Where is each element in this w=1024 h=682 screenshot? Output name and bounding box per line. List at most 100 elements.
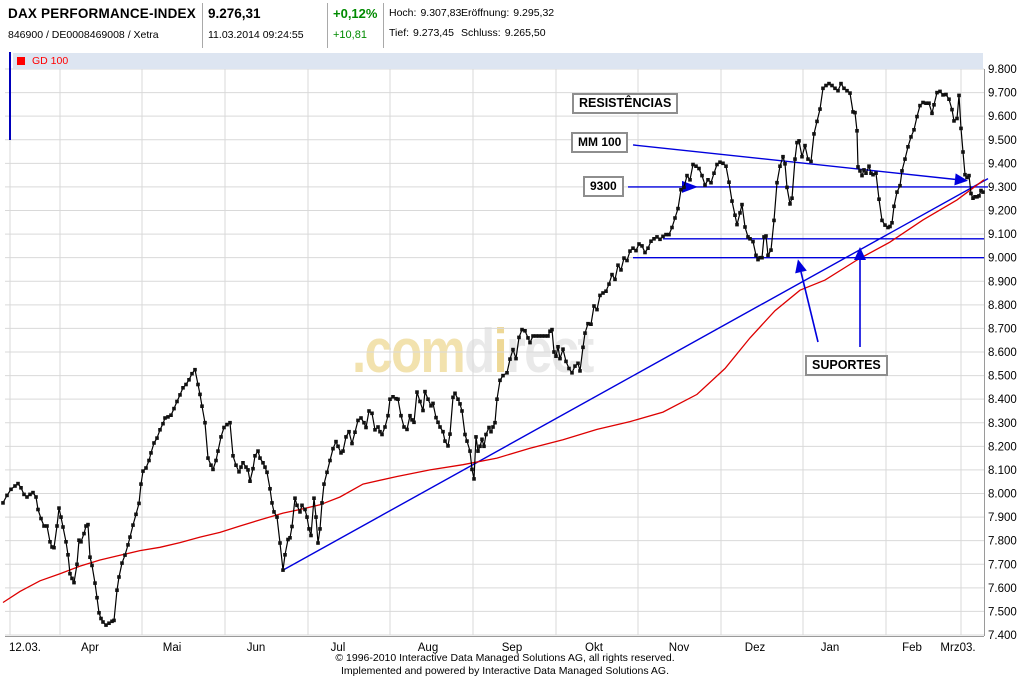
price-marker	[864, 171, 868, 175]
price-marker	[622, 256, 626, 260]
price-marker	[451, 395, 455, 400]
price-marker	[730, 199, 734, 203]
price-marker	[258, 456, 262, 460]
price-marker	[388, 397, 392, 401]
price-marker	[540, 334, 544, 338]
x-axis-label: Apr	[81, 642, 99, 654]
price-marker	[783, 162, 787, 166]
price-marker	[775, 180, 779, 185]
stat-eroeffnung: Eröffnung: 9.295,32	[461, 7, 554, 19]
price-marker	[453, 391, 457, 396]
price-marker	[930, 111, 934, 116]
y-axis-label: 8.800	[988, 300, 1017, 312]
price-marker	[610, 272, 614, 277]
price-marker	[607, 282, 611, 286]
price-marker	[598, 293, 602, 298]
price-marker	[418, 399, 422, 404]
y-axis-label: 7.600	[988, 583, 1017, 595]
mm100-label-box: MM 100	[571, 132, 629, 153]
price-marker	[806, 157, 810, 161]
price-marker	[836, 88, 840, 93]
price-marker	[556, 345, 560, 349]
price-marker	[604, 289, 608, 293]
legend-bar: GD 100	[13, 53, 983, 69]
price-marker	[5, 493, 9, 498]
price-marker	[495, 397, 499, 401]
y-axis-label: 7.900	[988, 512, 1017, 524]
y-axis-label: 7.400	[988, 630, 1017, 642]
price-marker	[272, 510, 276, 514]
price-marker	[760, 255, 764, 260]
price-marker	[853, 110, 857, 115]
price-marker	[685, 173, 689, 178]
suportes-arrow-trendline	[800, 271, 819, 343]
price-marker	[628, 249, 632, 253]
price-marker	[586, 321, 590, 326]
price-marker	[288, 536, 292, 540]
price-marker	[295, 503, 299, 508]
price-marker	[971, 196, 975, 200]
price-marker	[144, 466, 148, 470]
price-marker	[890, 221, 894, 225]
y-axis-label: 8.400	[988, 394, 1017, 406]
header-divider	[327, 3, 328, 48]
price-marker	[498, 378, 502, 383]
y-axis-label: 8.600	[988, 347, 1017, 359]
price-marker	[68, 571, 72, 576]
price-marker	[895, 190, 899, 194]
gridlines	[5, 68, 985, 637]
price-marker	[643, 250, 647, 255]
price-marker	[619, 268, 623, 272]
footer-powered-by: Implemented and powered by Interactive D…	[340, 664, 670, 677]
price-marker	[543, 334, 547, 338]
price-marker	[751, 239, 755, 244]
price-marker	[123, 553, 127, 557]
price-marker	[550, 327, 554, 332]
quote-timestamp: 11.03.2014 09:24:55	[208, 29, 304, 41]
price-marker	[649, 239, 653, 243]
price-marker	[616, 263, 620, 267]
price-marker	[373, 428, 377, 432]
x-axis-label: Jul	[331, 642, 346, 654]
stat-eroeffnung-label: Eröffnung:	[461, 7, 510, 19]
price-marker	[709, 180, 713, 185]
price-marker	[595, 307, 599, 312]
price-marker	[640, 244, 644, 248]
mm100-resistance-arrowhead	[954, 173, 968, 186]
price-marker	[977, 194, 981, 198]
price-marker	[963, 172, 967, 177]
price-marker	[892, 204, 896, 209]
price-marker	[31, 490, 35, 495]
price-marker	[283, 553, 287, 557]
price-marker	[718, 160, 722, 164]
x-axis-label: Nov	[669, 642, 690, 654]
price-marker	[703, 183, 707, 187]
price-marker	[589, 322, 593, 326]
price-marker	[28, 492, 32, 497]
price-marker	[769, 248, 773, 252]
price-marker	[824, 83, 828, 88]
price-marker	[932, 103, 936, 107]
price-marker	[965, 175, 969, 180]
y-axis-label: 9.000	[988, 253, 1017, 265]
price-marker	[187, 378, 191, 382]
price-marker	[443, 439, 447, 443]
price-marker	[809, 159, 813, 164]
price-marker	[848, 91, 852, 95]
price-marker	[50, 545, 54, 549]
price-marker	[356, 418, 360, 423]
y-axis-label: 9.500	[988, 135, 1017, 147]
stat-tief-value: 9.273,45	[413, 27, 454, 39]
price-marker	[405, 427, 409, 432]
price-marker	[862, 168, 866, 172]
price-marker	[152, 441, 156, 445]
price-marker	[646, 246, 650, 250]
price-marker	[505, 371, 509, 375]
price-marker	[70, 576, 74, 581]
price-marker	[912, 128, 916, 132]
price-marker	[193, 367, 197, 372]
y-axis-label: 9.600	[988, 111, 1017, 123]
price-marker	[812, 132, 816, 136]
price-marker	[155, 436, 159, 440]
price-marker	[158, 428, 162, 432]
